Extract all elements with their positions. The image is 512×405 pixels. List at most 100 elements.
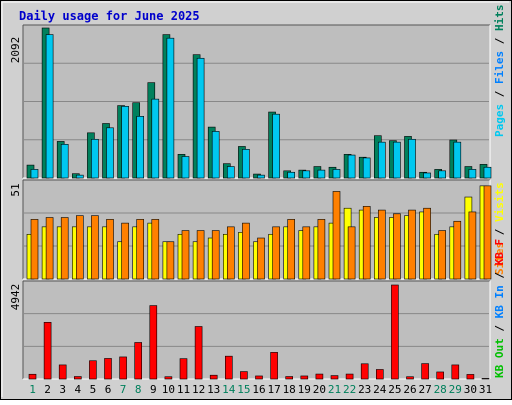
day-label: 10 [162,383,175,396]
sites-bar [45,217,54,280]
day-label: 17 [267,383,280,396]
sites-bar [136,219,144,280]
day-label: 30 [464,383,477,396]
sites-bar [468,211,477,280]
files-bar [106,127,114,179]
files-bar [151,98,160,179]
files-bar [423,172,431,179]
legend-separator: / [493,318,506,338]
legend-item-hits: Hits [493,5,506,32]
files-bar [211,131,220,179]
kbytes-bar [194,326,203,380]
visits-sites-panel [22,179,492,280]
kbytes-bar [466,374,475,380]
files-bar [196,57,205,179]
legend-text: Pages / Files / Hits [493,5,506,138]
kbytes-bar [74,376,82,380]
day-label: 26 [403,383,416,396]
legend-separator: / [493,84,506,104]
kbytes-bar [104,358,112,380]
kbytes-bar [28,373,37,380]
day-label: 23 [358,383,371,396]
kbytes-bar [406,376,414,380]
files-bar [302,170,311,179]
kbytes-legend: KB Out / KB In / KB F [493,239,506,378]
sites-bar [60,217,69,280]
kbytes-bar [451,364,460,380]
sites-bar [317,219,326,280]
sites-bar [211,230,220,280]
sites-ymax-label: 51 [9,183,22,196]
sites-bar [121,222,129,280]
legend-separator: / [493,31,506,51]
legend-item-sites: Sites [493,242,506,275]
kbytes-bar [240,371,248,380]
sites-legend: Sites / Visits [493,182,506,275]
kbytes-bar [164,376,173,380]
sites-bar [302,226,311,280]
kbytes-bar [315,373,324,380]
kbytes-ymax-label: 4942 [9,284,22,311]
day-label: 13 [207,383,220,396]
kbytes-bar [391,284,399,380]
kbytes-bar [285,376,294,380]
files-bar [438,170,447,179]
files-bar [91,138,99,179]
files-bar [257,174,265,179]
sites-bar [332,191,341,280]
sites-bar [347,226,356,280]
day-label: 31 [479,383,492,396]
sites-bar [287,219,296,280]
hits-files-pages-panel [22,24,492,179]
sites-bar [453,220,462,280]
sites-bar [76,215,84,280]
sites-bar [227,226,235,280]
files-bar [227,166,235,179]
kbytes-bar [255,375,263,380]
chart-title: Daily usage for June 2025 [19,9,200,23]
files-bar [453,141,462,179]
sites-bar [242,222,250,280]
sites-bar [106,219,114,280]
files-bar [347,154,356,179]
files-bar [483,166,492,179]
day-label: 5 [90,383,97,396]
day-label: 3 [59,383,66,396]
day-label: 8 [135,383,142,396]
kbytes-bar [58,364,67,380]
day-label: 2 [44,383,51,396]
day-label: 22 [343,383,356,396]
legend-text: Sites / Visits [493,182,506,275]
sites-bar [151,219,160,280]
day-label: 15 [237,383,250,396]
day-label: 21 [328,383,341,396]
kbytes-bar [345,373,354,380]
sites-bar [257,237,265,280]
files-bar [287,171,296,179]
day-label: 27 [418,383,431,396]
day-label: 1 [29,383,36,396]
kbytes-panel [22,280,491,380]
sites-bar [483,185,492,280]
day-label: 16 [252,383,265,396]
files-bar [136,116,144,179]
legend-separator: / [493,222,506,242]
sites-bar [362,206,371,280]
day-label: 4 [74,383,81,396]
files-bar [317,169,326,179]
kbytes-bar [436,371,445,380]
plot-area [23,281,490,379]
sites-bar [196,230,205,280]
kbytes-bar [179,358,188,380]
files-bar [408,138,416,179]
legend-text: KB Out / KB In / KB F [493,239,506,378]
kbytes-bar [270,352,278,380]
day-label: 9 [150,383,157,396]
legend-item-kb-out: KB Out [493,338,506,378]
sites-bar [377,209,386,280]
day-label: 19 [298,383,311,396]
kbytes-bar [360,363,369,380]
legend-item-visits: Visits [493,182,506,222]
